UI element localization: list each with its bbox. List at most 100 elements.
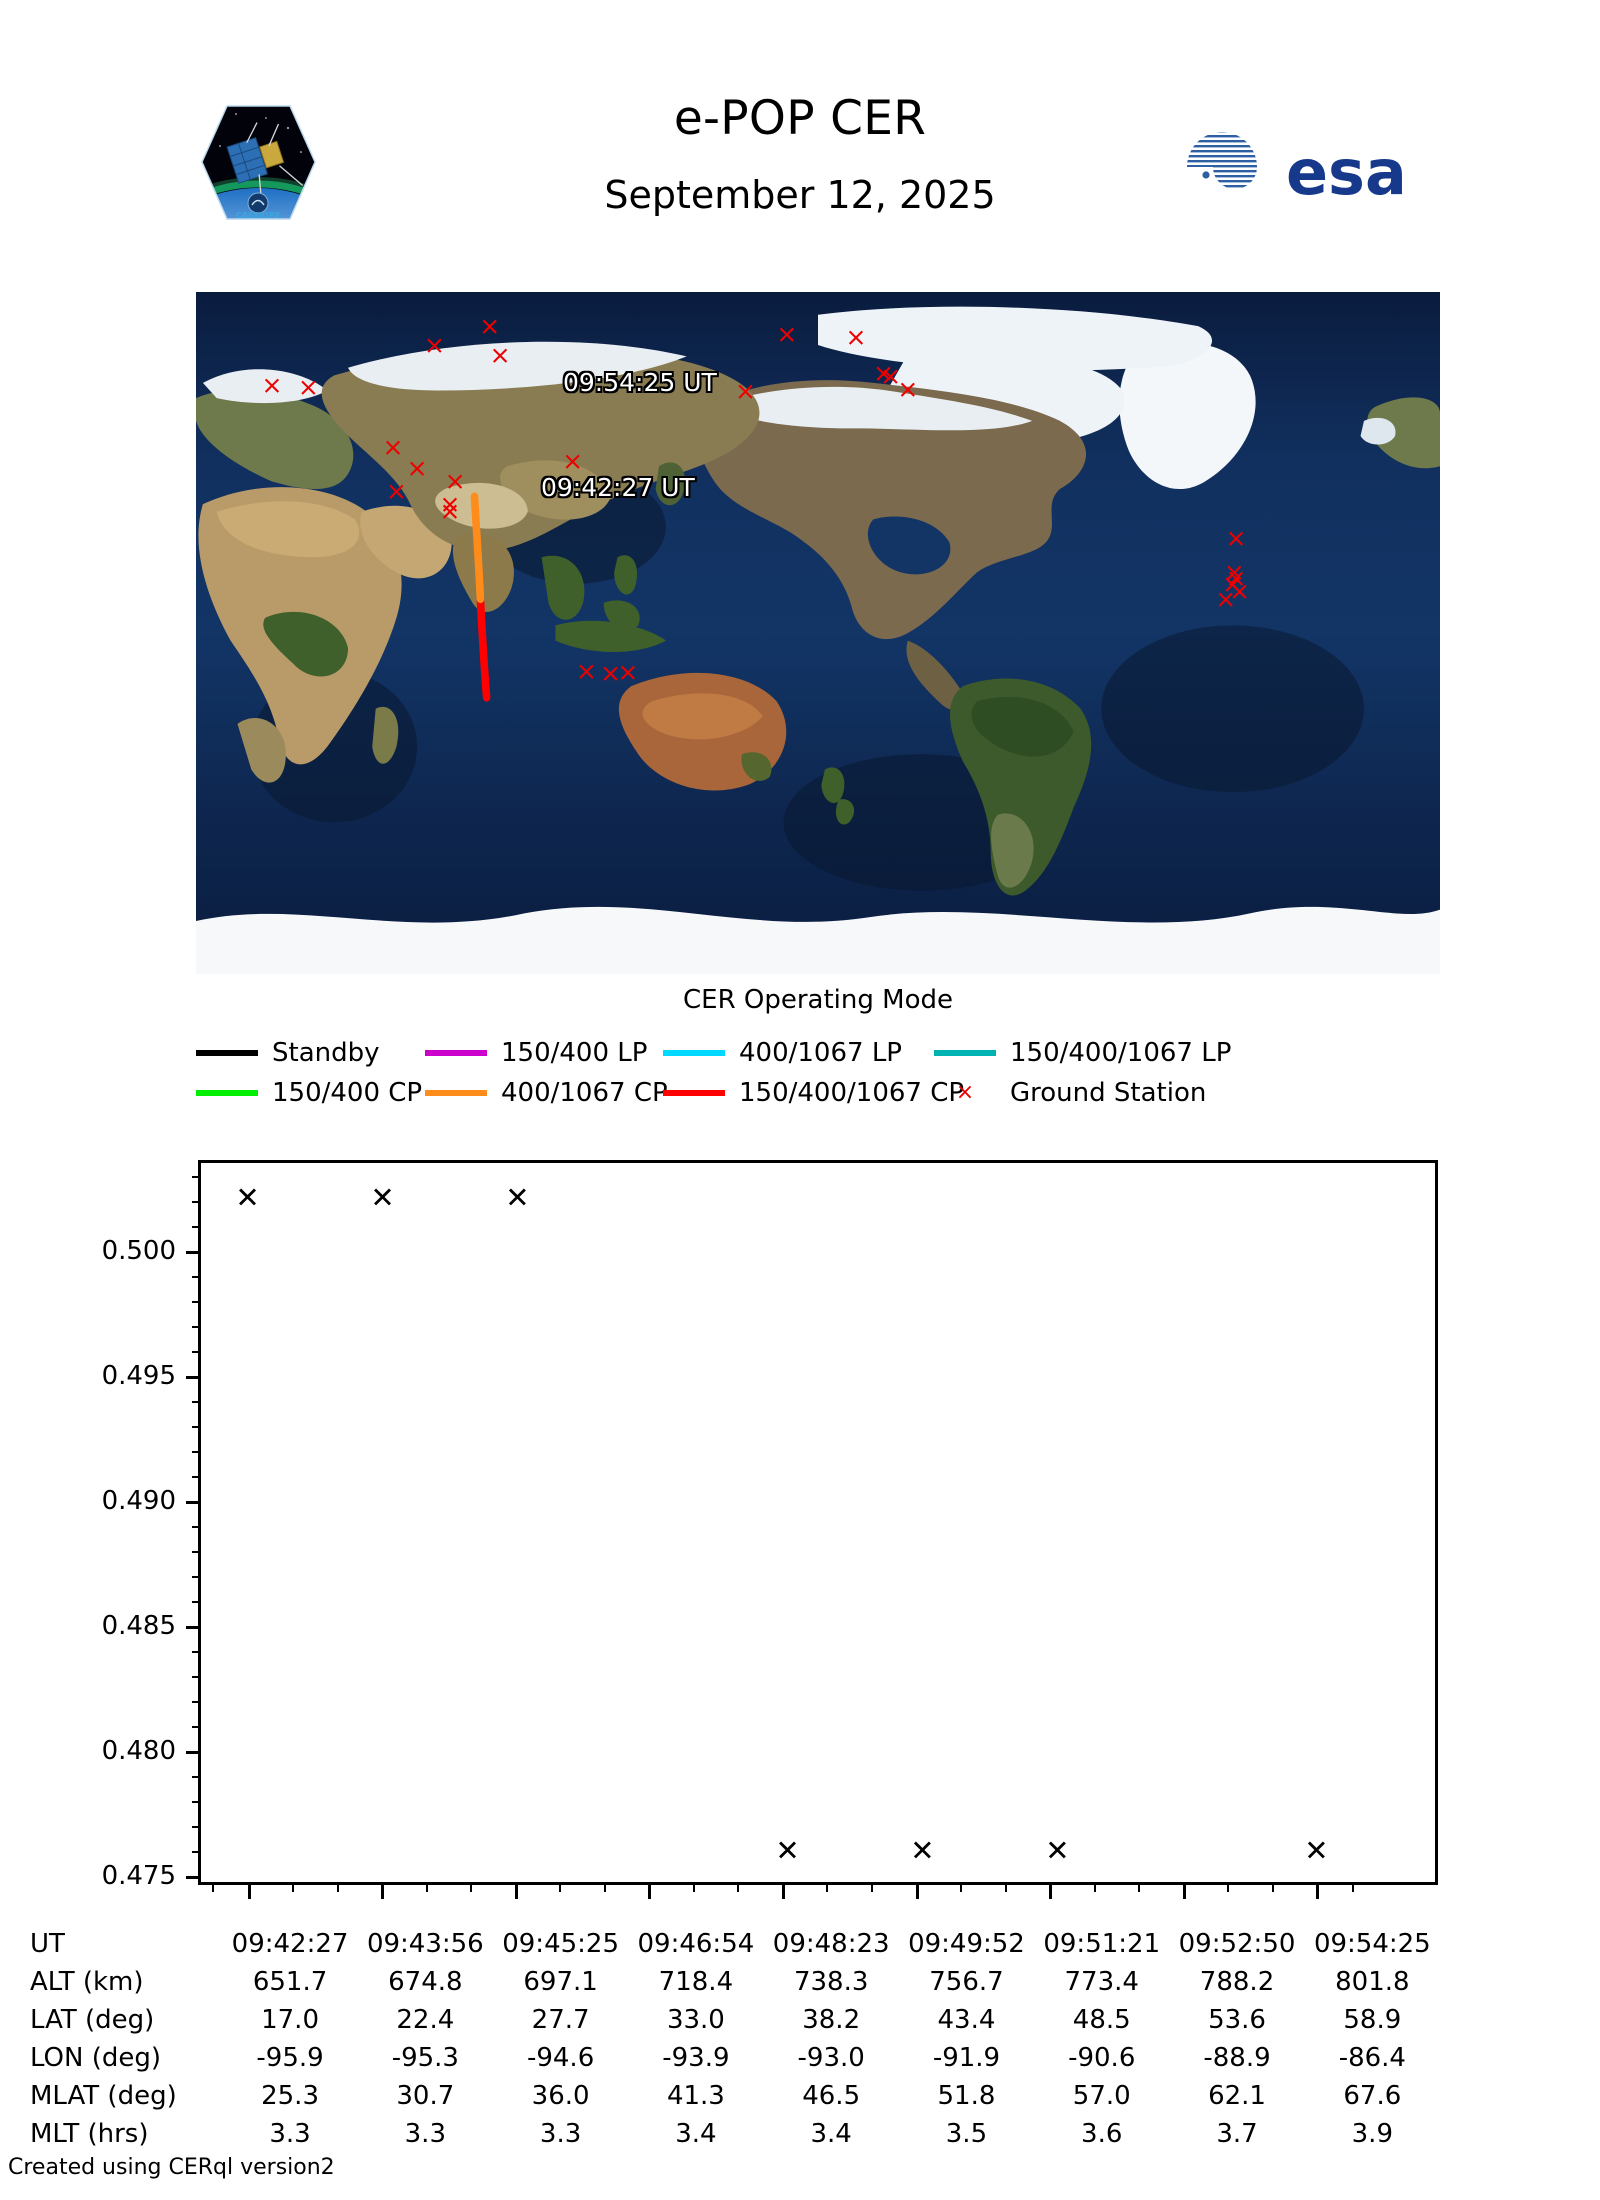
y-tick-minor <box>192 1650 201 1653</box>
x-tick-minor <box>737 1882 740 1892</box>
y-tick-label: 0.500 <box>101 1235 176 1266</box>
table-cell: -91.9 <box>932 2043 1001 2073</box>
x-tick-minor <box>425 1882 428 1892</box>
table-cell: 22.4 <box>396 2005 455 2035</box>
legend-item-150-400-lp[interactable]: 150/400 LP <box>425 1035 647 1071</box>
ground-station-marker: × <box>897 374 919 404</box>
legend-item-400-1067-cp[interactable]: 400/1067 CP <box>425 1075 668 1111</box>
legend-label: 400/1067 CP <box>501 1078 668 1108</box>
y-tick-minor <box>192 1425 201 1428</box>
page-header: CASSIOPE e-POP CER September 12, 2025 <box>0 0 1600 280</box>
table-cell: 09:48:23 <box>772 1929 890 1959</box>
legend-label: 150/400/1067 LP <box>1010 1038 1232 1068</box>
table-cell: -95.3 <box>391 2043 459 2073</box>
y-tick-label: 0.485 <box>101 1610 176 1641</box>
x-tick-minor <box>960 1882 963 1892</box>
table-cell: 41.3 <box>666 2081 725 2111</box>
table-cell: 51.8 <box>937 2081 996 2111</box>
table-cell: 58.9 <box>1343 2005 1402 2035</box>
ground-station-marker: × <box>1215 584 1237 614</box>
ground-station-marker: × <box>873 358 895 388</box>
table-cell: 09:52:50 <box>1178 1929 1296 1959</box>
legend-label: Standby <box>272 1038 380 1068</box>
cassiope-logo-caption: CASSIOPE <box>236 211 280 220</box>
cassiope-logo: CASSIOPE <box>196 100 321 225</box>
table-cell: 27.7 <box>531 2005 590 2035</box>
table-row-label: MLAT (deg) <box>30 2081 177 2111</box>
y-tick-minor <box>192 1825 201 1828</box>
y-tick-major <box>186 1375 201 1379</box>
table-row-label: ALT (km) <box>30 1967 144 1997</box>
map-basemap <box>196 292 1440 974</box>
legend-item-standby[interactable]: Standby <box>196 1035 380 1071</box>
cer-current-plot[interactable]: 0.475 0.480 0.485 0.490 0.495 0.500 ✕ ✕ ✕ ✕ ✕ ✕ ✕ <box>102 1160 1438 1899</box>
ground-station-marker: × <box>1222 569 1244 599</box>
data-point-marker: ✕ <box>775 1833 800 1867</box>
ground-station-marker: × <box>734 376 756 405</box>
y-tick-minor <box>192 1600 201 1603</box>
table-cell: 3.3 <box>269 2119 311 2149</box>
legend-color-swatch <box>934 1050 996 1056</box>
legend-label: 150/400 CP <box>272 1078 423 1108</box>
ground-station-marker: × <box>776 319 798 349</box>
x-tick-major <box>247 1882 251 1899</box>
table-cell: 3.7 <box>1216 2119 1258 2149</box>
x-tick-minor <box>1138 1882 1141 1892</box>
legend-color-swatch <box>663 1090 725 1096</box>
table-cell: 3.5 <box>945 2119 988 2149</box>
esa-logo-text: esa <box>1286 136 1407 206</box>
footer-credit: Created using CERql version2 <box>8 2155 335 2180</box>
y-tick-major <box>186 1250 201 1254</box>
ground-station-marker: × <box>1223 557 1245 587</box>
legend-item-ground-station[interactable]: × Ground Station <box>934 1075 1207 1111</box>
legend-label: 150/400/1067 CP <box>739 1078 965 1108</box>
table-row: LAT (deg) 17.0 22.4 27.7 33.0 38.2 43.4 48.5 53.… <box>30 2001 1440 2039</box>
y-tick-minor <box>192 1700 201 1703</box>
table-cell: 48.5 <box>1072 2005 1131 2035</box>
ephemeris-table: UT 09:42:27 09:43:56 09:45:25 09:46:54 09:48:… <box>30 1925 1510 2153</box>
table-cell: 3.4 <box>810 2119 852 2149</box>
y-tick-minor <box>192 1525 201 1528</box>
y-tick-label: 0.475 <box>101 1860 176 1891</box>
x-tick-major <box>514 1882 518 1899</box>
x-tick-minor <box>1271 1882 1274 1892</box>
ground-station-marker: × <box>385 476 407 506</box>
legend-item-150-400-cp[interactable]: 150/400 CP <box>196 1075 422 1111</box>
table-cell: 756.7 <box>929 1967 1004 1997</box>
legend-item-150-400-1067-lp[interactable]: 150/400/1067 LP <box>934 1035 1231 1071</box>
table-row: LON (deg) -95.9 -95.3 -94.6 -93.9 -93.0 -91.9 -… <box>30 2039 1440 2077</box>
x-tick-minor <box>470 1882 473 1892</box>
table-cell: 17.0 <box>261 2005 319 2035</box>
table-cell: 738.3 <box>793 1967 869 1997</box>
x-tick-minor <box>559 1882 562 1892</box>
y-tick-minor <box>192 1775 201 1778</box>
data-point-marker: ✕ <box>1304 1833 1329 1867</box>
table-row-label: LAT (deg) <box>30 2005 155 2035</box>
legend-item-400-1067-lp[interactable]: 400/1067 LP <box>663 1035 902 1071</box>
map-caption: CER Operating Mode <box>682 985 953 1015</box>
y-tick-major <box>186 1875 201 1879</box>
ground-station-icon: × <box>955 1080 975 1105</box>
legend-color-swatch <box>196 1050 258 1056</box>
table-cell: -90.6 <box>1068 2043 1136 2073</box>
x-tick-major <box>1316 1882 1320 1899</box>
world-map[interactable]: × × × × × × × × × × × × × × × × × × × × × × × × × × × 09:54:25 UT … <box>196 292 1440 974</box>
table-cell: 67.6 <box>1343 2081 1402 2111</box>
table-cell: 674.8 <box>388 1967 463 1997</box>
table-cell: 09:42:27 <box>231 1929 349 1959</box>
table-cell: -86.4 <box>1338 2043 1406 2073</box>
table-cell: 788.2 <box>1199 1967 1275 1997</box>
y-tick-label: 0.480 <box>101 1735 176 1766</box>
legend-item-150-400-1067-cp[interactable]: 150/400/1067 CP <box>663 1075 964 1111</box>
table-cell: 46.5 <box>802 2081 861 2111</box>
ground-station-marker: × <box>562 446 584 476</box>
x-tick-minor <box>603 1882 606 1892</box>
table-row: ALT (km) 651.7 674.8 697.1 718.4 738.3 756.7 77… <box>30 1963 1440 2001</box>
ground-station-marker: × <box>845 322 867 352</box>
legend-color-swatch <box>425 1050 487 1056</box>
data-point-marker: ✕ <box>505 1180 530 1215</box>
y-tick-minor <box>192 1800 201 1803</box>
ground-station-marker: × <box>880 361 902 391</box>
table-cell: 38.2 <box>802 2005 861 2035</box>
table-row: MLT (hrs) 3.3 3.3 3.3 3.4 3.4 3.5 3.6 3.7 3.9 <box>30 2115 1440 2153</box>
